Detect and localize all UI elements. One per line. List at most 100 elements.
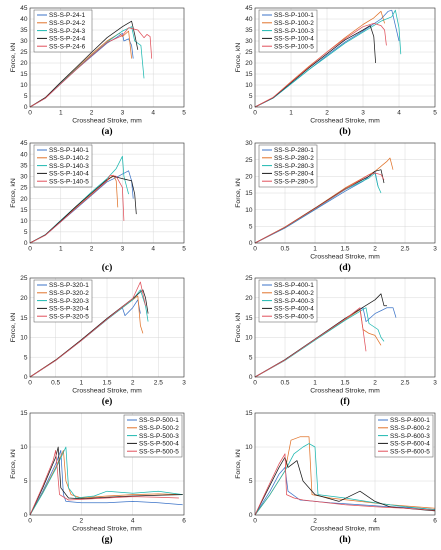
y-tick-label: 25 (20, 275, 28, 282)
y-tick-label: 25 (245, 157, 253, 164)
series-line-SS-S-P-500-4 (29, 446, 183, 516)
y-axis-label: Force, kN (235, 449, 242, 479)
legend-entry: SS-S-P-100-3 (274, 28, 314, 35)
legend-entry: SS-S-P-600-1 (390, 417, 430, 424)
x-tick-label: 0.5 (280, 246, 289, 253)
y-tick-label: 5 (249, 354, 253, 361)
series-line-SS-S-P-600-5 (254, 453, 436, 516)
legend-entry: SS-S-P-280-2 (274, 155, 314, 162)
plot-frame (254, 277, 436, 378)
legend-entry: SS-S-P-320-5 (49, 313, 89, 320)
legend-entry: SS-S-P-600-4 (390, 441, 430, 448)
panel-label: (d) (339, 262, 351, 273)
y-tick-label: 5 (24, 229, 28, 236)
x-tick-label: 2.5 (154, 380, 163, 387)
y-tick-label: 25 (245, 49, 253, 56)
legend-entry: SS-S-P-400-5 (274, 313, 314, 320)
y-tick-label: 20 (20, 295, 28, 302)
legend-entry: SS-S-P-280-4 (274, 171, 314, 178)
y-tick-label: 30 (20, 38, 28, 45)
y-tick-label: 20 (245, 295, 253, 302)
x-axis-label: Crosshead Stroke, mm (310, 254, 380, 261)
plot-frame (29, 277, 185, 378)
series-line-SS-S-P-140-5 (29, 174, 125, 244)
legend-entry: SS-S-P-500-2 (139, 425, 179, 432)
legend-entry: SS-S-P-140-3 (49, 163, 89, 170)
y-tick-label: 15 (20, 207, 28, 214)
panel-label: (c) (102, 262, 113, 273)
series-line-SS-S-P-400-3 (254, 307, 385, 378)
x-tick-label: 3 (433, 246, 437, 253)
y-tick-label: 15 (20, 410, 28, 417)
legend: SS-S-P-320-1SS-S-P-320-2SS-S-P-320-3SS-S… (33, 279, 93, 323)
y-tick-label: 10 (20, 218, 28, 225)
y-tick-label: 10 (245, 444, 253, 451)
x-tick-label: 2 (325, 110, 329, 117)
x-tick-label: 3 (121, 110, 125, 117)
legend-entry: SS-S-P-140-2 (49, 155, 89, 162)
x-tick-label: 4 (373, 518, 377, 525)
x-tick-label: 3 (433, 380, 437, 387)
legend-entry: SS-S-P-24-6 (49, 43, 86, 50)
legend-entry: SS-S-P-280-3 (274, 163, 314, 170)
y-tick-label: 35 (20, 27, 28, 34)
x-axis-label: Crosshead Stroke, mm (310, 118, 380, 125)
legend: SS-S-P-600-1SS-S-P-600-2SS-S-P-600-3SS-S… (374, 414, 434, 458)
y-tick-label: 15 (20, 315, 28, 322)
series-line-SS-S-P-500-3 (29, 446, 183, 516)
y-tick-label: 0 (249, 240, 253, 247)
x-tick-label: 0 (28, 518, 32, 525)
y-axis-label: Force, kN (10, 178, 17, 208)
y-axis-label: Force, kN (10, 43, 17, 73)
x-tick-label: 1.5 (340, 246, 349, 253)
chart-panel-8: 0 2 4 6 0 5 10 15 Crosshead Stroke, mm Force, kN S… (235, 410, 437, 545)
x-tick-label: 3 (361, 110, 365, 117)
x-tick-label: 5 (182, 246, 186, 253)
y-tick-label: 0 (24, 374, 28, 381)
x-axis-label: Crosshead Stroke, mm (310, 526, 380, 533)
series-line-SS-S-P-140-4 (29, 175, 137, 244)
legend-entry: SS-S-P-140-4 (49, 171, 89, 178)
legend-entry: SS-S-P-500-5 (139, 448, 179, 455)
legend-entry: SS-S-P-100-2 (274, 20, 314, 27)
series-line-SS-S-P-320-5 (29, 281, 146, 378)
panel-label: (f) (340, 396, 350, 407)
x-tick-label: 0 (28, 246, 32, 253)
x-axis-label: Crosshead Stroke, mm (72, 118, 142, 125)
y-axis-label: Force, kN (235, 178, 242, 208)
legend-entry: SS-S-P-400-3 (274, 298, 314, 305)
x-tick-label: 2 (313, 518, 317, 525)
x-tick-label: 1 (313, 246, 317, 253)
x-tick-label: 4 (151, 246, 155, 253)
series-line-SS-S-P-24-6 (29, 27, 153, 108)
y-tick-label: 10 (245, 207, 253, 214)
legend: SS-S-P-500-1SS-S-P-500-2SS-S-P-500-3SS-S… (123, 414, 183, 458)
y-axis-label: Force, kN (235, 43, 242, 73)
legend: SS-S-P-100-1SS-S-P-100-2SS-S-P-100-3SS-S… (258, 9, 318, 53)
legend-entry: SS-S-P-24-3 (49, 28, 86, 35)
x-tick-label: 0 (253, 110, 257, 117)
x-tick-label: 1.5 (102, 380, 111, 387)
x-tick-label: 2 (131, 380, 135, 387)
y-axis-label: Force, kN (10, 313, 17, 343)
legend-entry: SS-S-P-280-5 (274, 178, 314, 185)
chart-panel-7: 0 2 4 6 0 5 10 15 Crosshead Stroke, mm Force, kN S… (10, 410, 186, 545)
legend-entry: SS-S-P-320-3 (49, 298, 89, 305)
plot-frame (254, 142, 436, 244)
x-tick-label: 2 (80, 518, 84, 525)
x-tick-label: 1 (289, 110, 293, 117)
legend-entry: SS-S-P-24-2 (49, 20, 86, 27)
y-tick-label: 10 (245, 335, 253, 342)
y-tick-label: 0 (249, 374, 253, 381)
x-tick-label: 1 (59, 110, 63, 117)
plot-frame (29, 7, 185, 108)
x-tick-label: 6 (182, 518, 186, 525)
legend-entry: SS-S-P-100-4 (274, 36, 314, 43)
legend-entry: SS-S-P-100-5 (274, 43, 314, 50)
legend-entry: SS-S-P-280-1 (274, 147, 314, 154)
y-tick-label: 40 (20, 151, 28, 158)
